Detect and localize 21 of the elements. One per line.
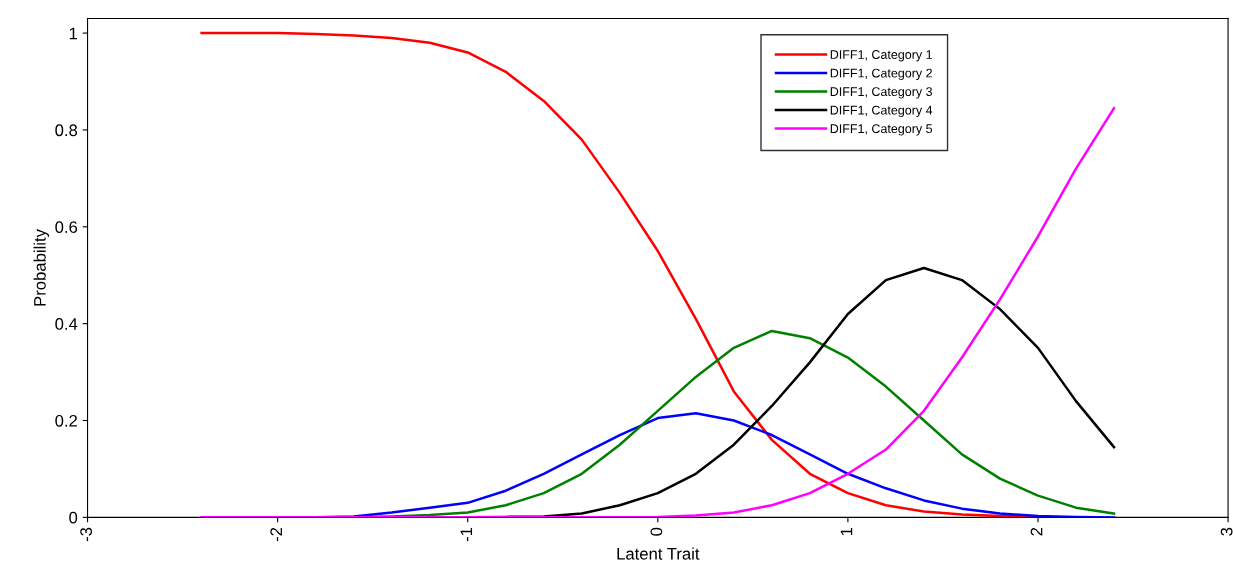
y-tick-label: 0.4 xyxy=(55,318,78,330)
legend-label: DIFF1, Category 4 xyxy=(830,105,933,118)
legend-label: DIFF1, Category 2 xyxy=(830,68,932,80)
y-tick-label: 0.2 xyxy=(55,414,77,427)
y-tick-label: 0.8 xyxy=(55,124,78,137)
x-tick-label: -1 xyxy=(460,527,473,542)
x-tick-label: 2 xyxy=(1030,527,1043,536)
x-tick-label: 1 xyxy=(840,527,853,536)
x-tick-label: 0 xyxy=(650,527,663,536)
legend-label: DIFF1, Category 5 xyxy=(830,124,933,136)
y-tick-label: 1 xyxy=(69,27,78,40)
y-axis-title: Probability xyxy=(33,229,50,306)
x-tick-label: -2 xyxy=(270,527,282,542)
legend-label: DIFF1, Category 3 xyxy=(830,87,933,99)
line-series xyxy=(200,106,1116,518)
x-tick-label: -3 xyxy=(80,527,93,542)
x-axis-title: Latent Trait xyxy=(617,547,700,560)
legend-label: DIFF1, Category 1 xyxy=(830,50,932,62)
x-tick-label: 3 xyxy=(1220,527,1233,536)
y-tick-label: 0.6 xyxy=(55,221,78,233)
y-tick-label: 0 xyxy=(69,511,78,524)
